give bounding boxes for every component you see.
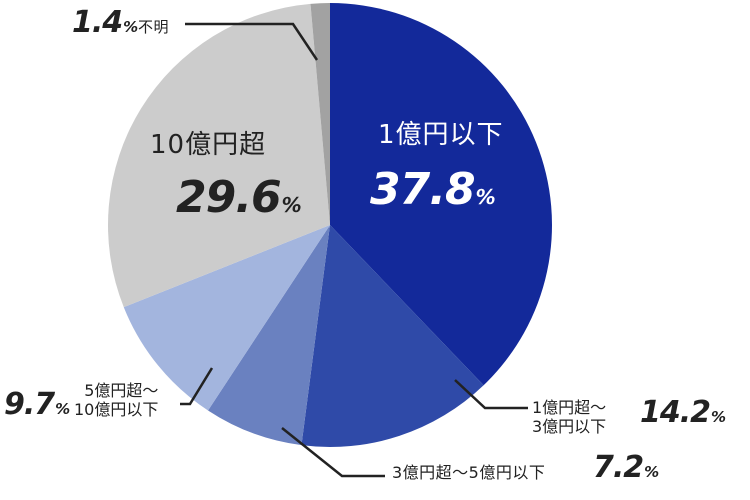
slice-label-1oku-ika: 1億円以下 <box>378 120 504 150</box>
slice-label-10oku-cho: 10億円超 <box>150 130 267 160</box>
pie-slices <box>107 3 552 448</box>
pie-slice-1 <box>301 225 484 448</box>
leader-line-3 <box>180 367 214 406</box>
slice-percent-5to10oku: 9.7% <box>4 387 70 422</box>
pie-slice-4 <box>107 3 330 308</box>
slice-label-1to3oku: 1億円超～ 3億円以下 <box>532 398 607 437</box>
pie-slice-2 <box>208 225 330 446</box>
slice-percent-1oku-ika: 37.8% <box>370 164 496 215</box>
slice-label-fumei: 不明 <box>138 18 170 36</box>
slice-label-3to5oku: 3億円超～5億円以下 <box>392 463 546 482</box>
slice-percent-1to3oku: 14.2% <box>640 395 726 430</box>
pie-slice-0 <box>330 3 552 386</box>
pie-slice-3 <box>123 225 330 411</box>
slice-label-5to10oku: 5億円超～ 10億円以下 <box>74 381 159 420</box>
leader-lines <box>180 22 528 478</box>
leader-line-2 <box>281 427 385 478</box>
slice-percent-fumei: 1.4% <box>72 5 138 40</box>
slice-percent-3to5oku: 7.2% <box>593 450 659 485</box>
slice-percent-10oku-cho: 29.6% <box>176 172 302 223</box>
leader-line-0 <box>185 22 319 61</box>
leader-line-1 <box>454 379 528 410</box>
